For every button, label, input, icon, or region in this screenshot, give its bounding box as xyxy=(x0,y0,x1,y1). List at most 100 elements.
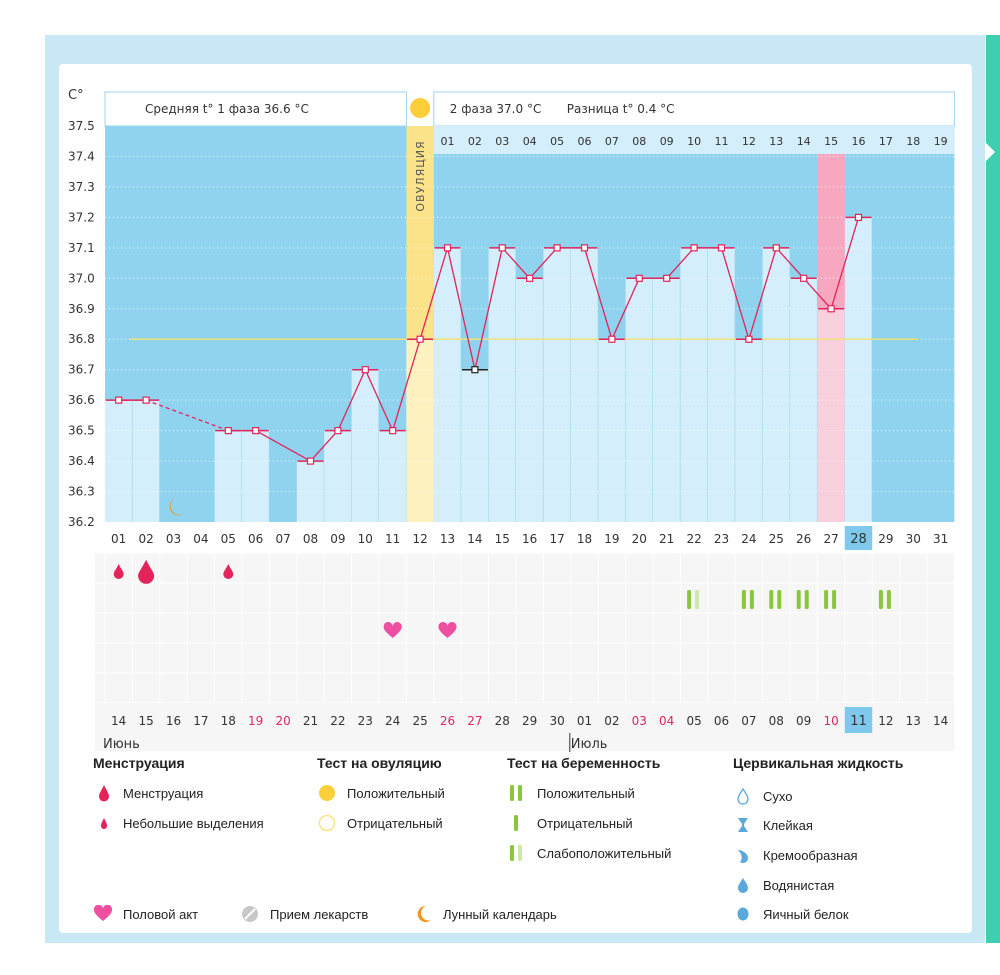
calendar-date-label: 16 xyxy=(166,714,181,728)
calendar-date-label: 03 xyxy=(632,714,647,728)
pregnancy-test-stripe[interactable] xyxy=(749,590,754,609)
today-date-highlight xyxy=(844,707,873,733)
calendar-date-label: 06 xyxy=(714,714,729,728)
intercourse-heart-icon[interactable] xyxy=(383,621,402,638)
legend-cervical-creamy-item: Кремообразная xyxy=(733,846,858,864)
temp-point[interactable] xyxy=(580,244,589,252)
pregnancy-test-stripe[interactable] xyxy=(687,590,692,609)
pregnancy-test-stripe[interactable] xyxy=(777,590,782,609)
temp-point[interactable] xyxy=(717,244,726,252)
watery-drop-icon xyxy=(733,876,755,894)
temp-point[interactable] xyxy=(498,244,506,252)
expand-arrow-icon[interactable] xyxy=(986,143,995,161)
temp-bar xyxy=(351,369,379,522)
legend-medication-label: Прием лекарств xyxy=(270,906,369,922)
month-label: Июнь xyxy=(103,737,140,752)
phase2-day-label: 02 xyxy=(468,135,482,148)
temp-point[interactable] xyxy=(334,427,342,435)
legend-pregnancy-positive-label: Положительный xyxy=(537,785,635,801)
bleeding-drop-icon[interactable] xyxy=(138,559,155,584)
temp-bar xyxy=(735,339,763,522)
temp-point[interactable] xyxy=(224,427,232,435)
pregnancy-test-stripe[interactable] xyxy=(878,590,883,609)
temp-point[interactable] xyxy=(361,366,369,374)
y-tick-label: 36.9 xyxy=(68,302,95,316)
temp-point[interactable] xyxy=(608,335,616,343)
today-day-highlight xyxy=(844,526,873,550)
temp-line-segment xyxy=(775,247,805,279)
temp-point[interactable] xyxy=(115,396,123,404)
y-tick-label: 36.7 xyxy=(68,363,95,377)
calendar-date-label: 13 xyxy=(906,714,921,728)
y-tick-label: 37.4 xyxy=(68,149,95,163)
calendar-date-label: 22 xyxy=(330,714,345,728)
temp-bar xyxy=(844,217,872,522)
y-tick-label: 36.5 xyxy=(68,424,95,438)
calendar-date-label: 14 xyxy=(111,714,126,728)
one-stripe-icon xyxy=(507,814,529,832)
temp-point[interactable] xyxy=(471,366,479,374)
temp-point[interactable] xyxy=(800,274,808,282)
pregnancy-test-stripe[interactable] xyxy=(769,590,774,609)
pregnancy-test-stripe[interactable] xyxy=(886,590,891,609)
temp-bar xyxy=(680,247,708,522)
heart-icon xyxy=(93,904,115,923)
phase2-day-label: 18 xyxy=(906,135,920,148)
cycle-day-label: 17 xyxy=(549,532,564,546)
legend-cervical-eggwhite-label: Яичный белок xyxy=(763,906,849,922)
phase2-day-label: 09 xyxy=(660,135,674,148)
pregnancy-test-stripe[interactable] xyxy=(695,590,700,609)
legend-menstruation-label: Менструация xyxy=(123,785,204,801)
bleeding-drop-icon[interactable] xyxy=(113,564,124,579)
legend-moon-label: Лунный календарь xyxy=(443,906,557,922)
temp-line-segment xyxy=(830,217,860,309)
calendar-date-label: 14 xyxy=(933,714,948,728)
temp-point[interactable] xyxy=(526,274,534,282)
phase2-day-label: 17 xyxy=(879,135,893,148)
temp-point[interactable] xyxy=(553,244,561,252)
temp-point[interactable] xyxy=(772,244,780,252)
y-tick-label: 37.0 xyxy=(68,271,95,285)
temp-point[interactable] xyxy=(306,457,315,465)
temp-point[interactable] xyxy=(827,305,835,313)
blood-drop-icon xyxy=(93,784,115,802)
temp-point[interactable] xyxy=(252,427,260,435)
temp-point[interactable] xyxy=(142,396,150,404)
phase1-label: Средняя t° 1 фаза 36.6 °C xyxy=(145,102,309,116)
temp-line-segment xyxy=(145,399,229,432)
temp-point[interactable] xyxy=(443,244,452,252)
temp-point[interactable] xyxy=(854,213,863,221)
pregnancy-test-stripe[interactable] xyxy=(796,590,801,609)
y-tick-label: 37.1 xyxy=(68,241,95,255)
temp-bar xyxy=(379,430,406,522)
cycle-day-label: 19 xyxy=(604,532,619,546)
legend-moon-item: Лунный календарь xyxy=(413,905,557,923)
pregnancy-test-stripe[interactable] xyxy=(804,590,809,609)
temp-point[interactable] xyxy=(389,427,397,435)
cycle-day-label: 06 xyxy=(248,532,263,546)
temp-point[interactable] xyxy=(663,274,671,282)
temp-point[interactable] xyxy=(635,274,643,282)
phase2-day-label: 01 xyxy=(441,135,455,148)
legend-cervical-dry-label: Сухо xyxy=(763,788,793,804)
cycle-day-label: 13 xyxy=(440,532,455,546)
temp-line-segment xyxy=(803,277,832,310)
highlight-column-low xyxy=(817,308,845,522)
legend-spotting-item: Небольшие выделения xyxy=(93,814,264,832)
bleeding-drop-icon[interactable] xyxy=(223,564,234,579)
filled-circle-icon xyxy=(317,784,339,802)
pregnancy-test-stripe[interactable] xyxy=(832,590,837,609)
cycle-day-label: 27 xyxy=(823,532,838,546)
side-panel-handle[interactable] xyxy=(986,35,1000,943)
temp-point[interactable] xyxy=(745,335,753,343)
cycle-day-label: 26 xyxy=(796,532,811,546)
temp-point[interactable] xyxy=(416,335,424,343)
ovulation-column xyxy=(406,126,434,340)
pregnancy-test-stripe[interactable] xyxy=(741,590,746,609)
temp-line-segment xyxy=(310,430,339,462)
temp-bar xyxy=(707,247,735,522)
intercourse-heart-icon[interactable] xyxy=(438,621,457,638)
temp-line-segment xyxy=(666,247,695,279)
temp-point[interactable] xyxy=(690,244,698,252)
pregnancy-test-stripe[interactable] xyxy=(824,590,829,609)
